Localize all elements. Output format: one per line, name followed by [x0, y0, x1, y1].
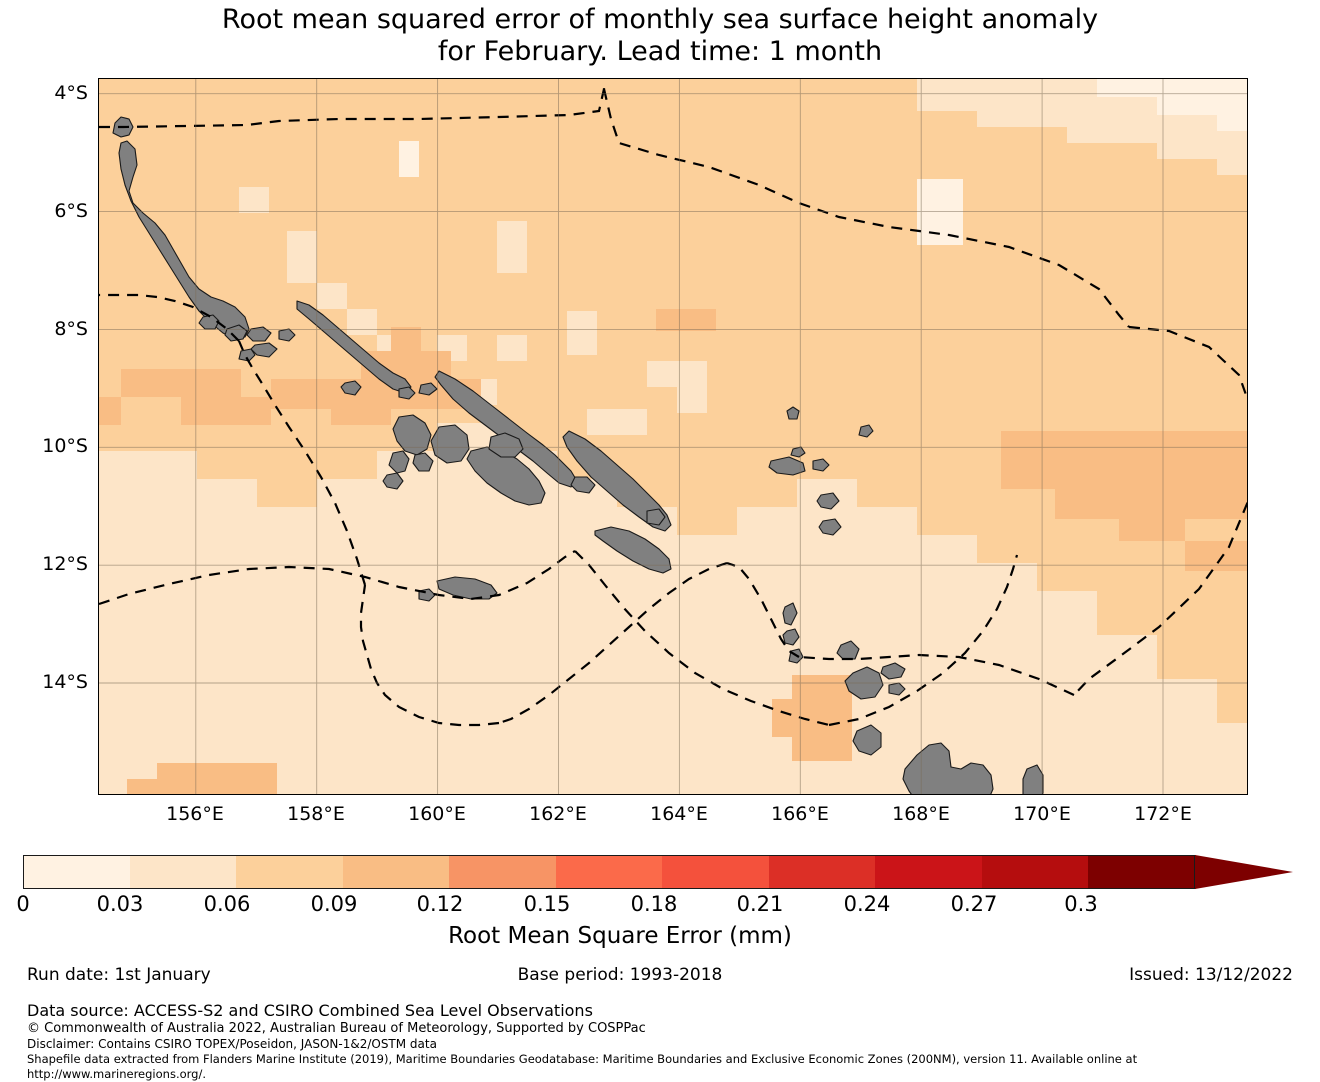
colorbar-tick-018: 0.18: [630, 892, 678, 916]
issued-date-label: Issued: 13/12/2022: [1129, 965, 1293, 985]
x-axis-tick-168E: 168°E: [892, 803, 950, 825]
y-axis-tick-4S: 4°S: [54, 82, 88, 104]
x-axis-tick-170E: 170°E: [1013, 803, 1071, 825]
data-source-line: Data source: ACCESS-S2 and CSIRO Combine…: [27, 1001, 593, 1020]
colorbar-tick-024: 0.24: [843, 892, 891, 916]
colorbar-segment-10: [1088, 855, 1196, 889]
colorbar-segment-5: [555, 855, 663, 889]
colorbar-extend-max-arrow: [1195, 855, 1293, 889]
y-axis-tick-8S: 8°S: [54, 318, 88, 340]
shapefile-url: http://www.marineregions.org/.: [27, 1067, 206, 1081]
copyright-line: © Commonwealth of Australia 2022, Austra…: [27, 1021, 646, 1036]
x-axis-tick-172E: 172°E: [1134, 803, 1192, 825]
x-axis-tick-162E: 162°E: [529, 803, 587, 825]
colorbar[interactable]: 0 0.03 0.06 0.09 0.12 0.15 0.18 0.21 0.2…: [0, 845, 1320, 949]
colorbar-segment-7: [768, 855, 876, 889]
colorbar-tick-006: 0.06: [203, 892, 251, 916]
colorbar-tick-009: 0.09: [310, 892, 358, 916]
colorbar-segments: [23, 855, 1196, 889]
colorbar-tick-027: 0.27: [950, 892, 998, 916]
colorbar-segment-4: [449, 855, 557, 889]
colorbar-tick-0: 0: [16, 892, 30, 916]
colorbar-segment-0: [23, 855, 131, 889]
eez-boundary-line: [99, 81, 1247, 727]
colorbar-tick-03: 0.3: [1064, 892, 1098, 916]
map-plot-area[interactable]: [98, 78, 1248, 795]
map-svg: [99, 79, 1247, 794]
page-title: Root mean squared error of monthly sea s…: [221, 4, 1099, 67]
credits-block: Data source: ACCESS-S2 and CSIRO Combine…: [27, 1001, 1307, 1082]
colorbar-segment-2: [236, 855, 344, 889]
colorbar-segment-3: [342, 855, 450, 889]
colorbar-segment-1: [129, 855, 237, 889]
x-axis-tick-160E: 160°E: [408, 803, 466, 825]
y-axis-tick-6S: 6°S: [54, 200, 88, 222]
x-axis-tick-164E: 164°E: [650, 803, 708, 825]
shapefile-line: Shapefile data extracted from Flanders M…: [27, 1052, 1138, 1066]
colorbar-tick-012: 0.12: [416, 892, 464, 916]
colorbar-tick-021: 0.21: [736, 892, 784, 916]
y-axis-tick-14S: 14°S: [42, 671, 88, 693]
x-axis-tick-156E: 156°E: [166, 803, 224, 825]
y-axis-tick-10S: 10°S: [42, 435, 88, 457]
colorbar-axis-label: Root Mean Square Error (mm): [448, 923, 792, 949]
colorbar-segment-8: [875, 855, 983, 889]
colorbar-segment-9: [981, 855, 1090, 889]
colorbar-segment-6: [662, 855, 770, 889]
y-axis-tick-12S: 12°S: [42, 553, 88, 575]
run-date-label: Run date: 1st January: [27, 965, 211, 985]
base-period-label: Base period: 1993-2018: [517, 965, 723, 985]
map-gridlines: [99, 79, 1247, 794]
x-axis-tick-158E: 158°E: [287, 803, 345, 825]
colorbar-tick-003: 0.03: [96, 892, 144, 916]
x-axis-tick-166E: 166°E: [771, 803, 829, 825]
footer-meta-row: Run date: 1st January Base period: 1993-…: [0, 965, 1320, 991]
disclaimer-line: Disclaimer: Contains CSIRO TOPEX/Poseido…: [27, 1037, 437, 1051]
colorbar-tick-015: 0.15: [523, 892, 571, 916]
